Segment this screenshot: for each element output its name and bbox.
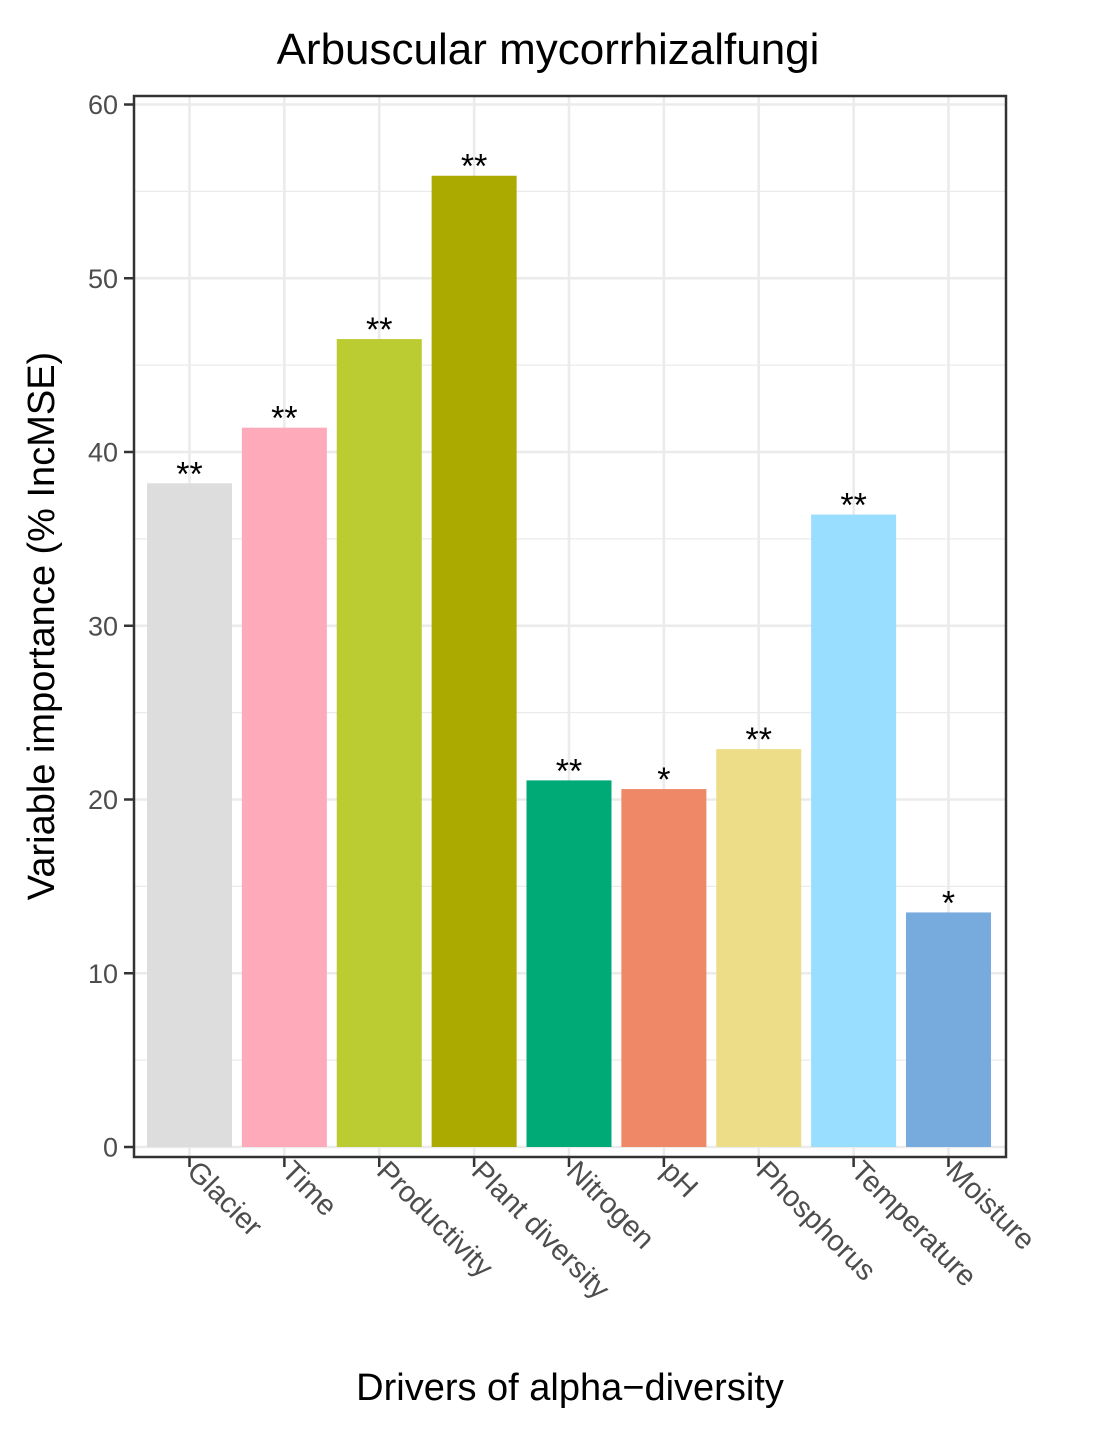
y-axis-title: Variable importance (% IncMSE)	[21, 352, 63, 900]
significance-label: **	[271, 400, 297, 438]
bar-time	[241, 427, 327, 1147]
significance-label: **	[176, 455, 202, 493]
bar-glacier	[147, 483, 232, 1147]
significance-label: *	[657, 761, 670, 799]
significance-labels: ********** ******	[176, 148, 955, 923]
bar-plant-diversity	[431, 175, 517, 1148]
significance-label: *	[942, 884, 955, 922]
y-tick-label: 30	[88, 611, 118, 641]
significance-label: **	[556, 752, 582, 790]
bar-productivity	[336, 339, 422, 1147]
significance-label: **	[461, 148, 487, 186]
bar-ph	[621, 789, 707, 1147]
x-tick-label: pH	[655, 1155, 704, 1204]
y-tick-label: 10	[88, 959, 118, 989]
x-tick-label: Glacier	[181, 1155, 269, 1243]
bar-moisture	[906, 912, 991, 1147]
y-tick-label: 50	[88, 264, 118, 294]
bar-temperature	[811, 514, 897, 1147]
y-tick-label: 20	[88, 785, 118, 815]
x-tick-label: Nitrogen	[560, 1155, 660, 1255]
y-tick-label: 0	[103, 1133, 118, 1163]
bars	[147, 175, 991, 1148]
x-axis-title: Drivers of alpha−diversity	[356, 1367, 784, 1409]
y-tick-label: 40	[88, 438, 118, 468]
significance-label: **	[746, 721, 772, 759]
significance-label: **	[840, 487, 866, 525]
y-tick-label: 60	[88, 90, 118, 120]
significance-label: **	[366, 311, 392, 349]
bar-nitrogen	[526, 780, 612, 1147]
chart-title: Arbuscular mycorrhizalfungi	[277, 25, 820, 74]
bar-phosphorus	[716, 749, 802, 1147]
